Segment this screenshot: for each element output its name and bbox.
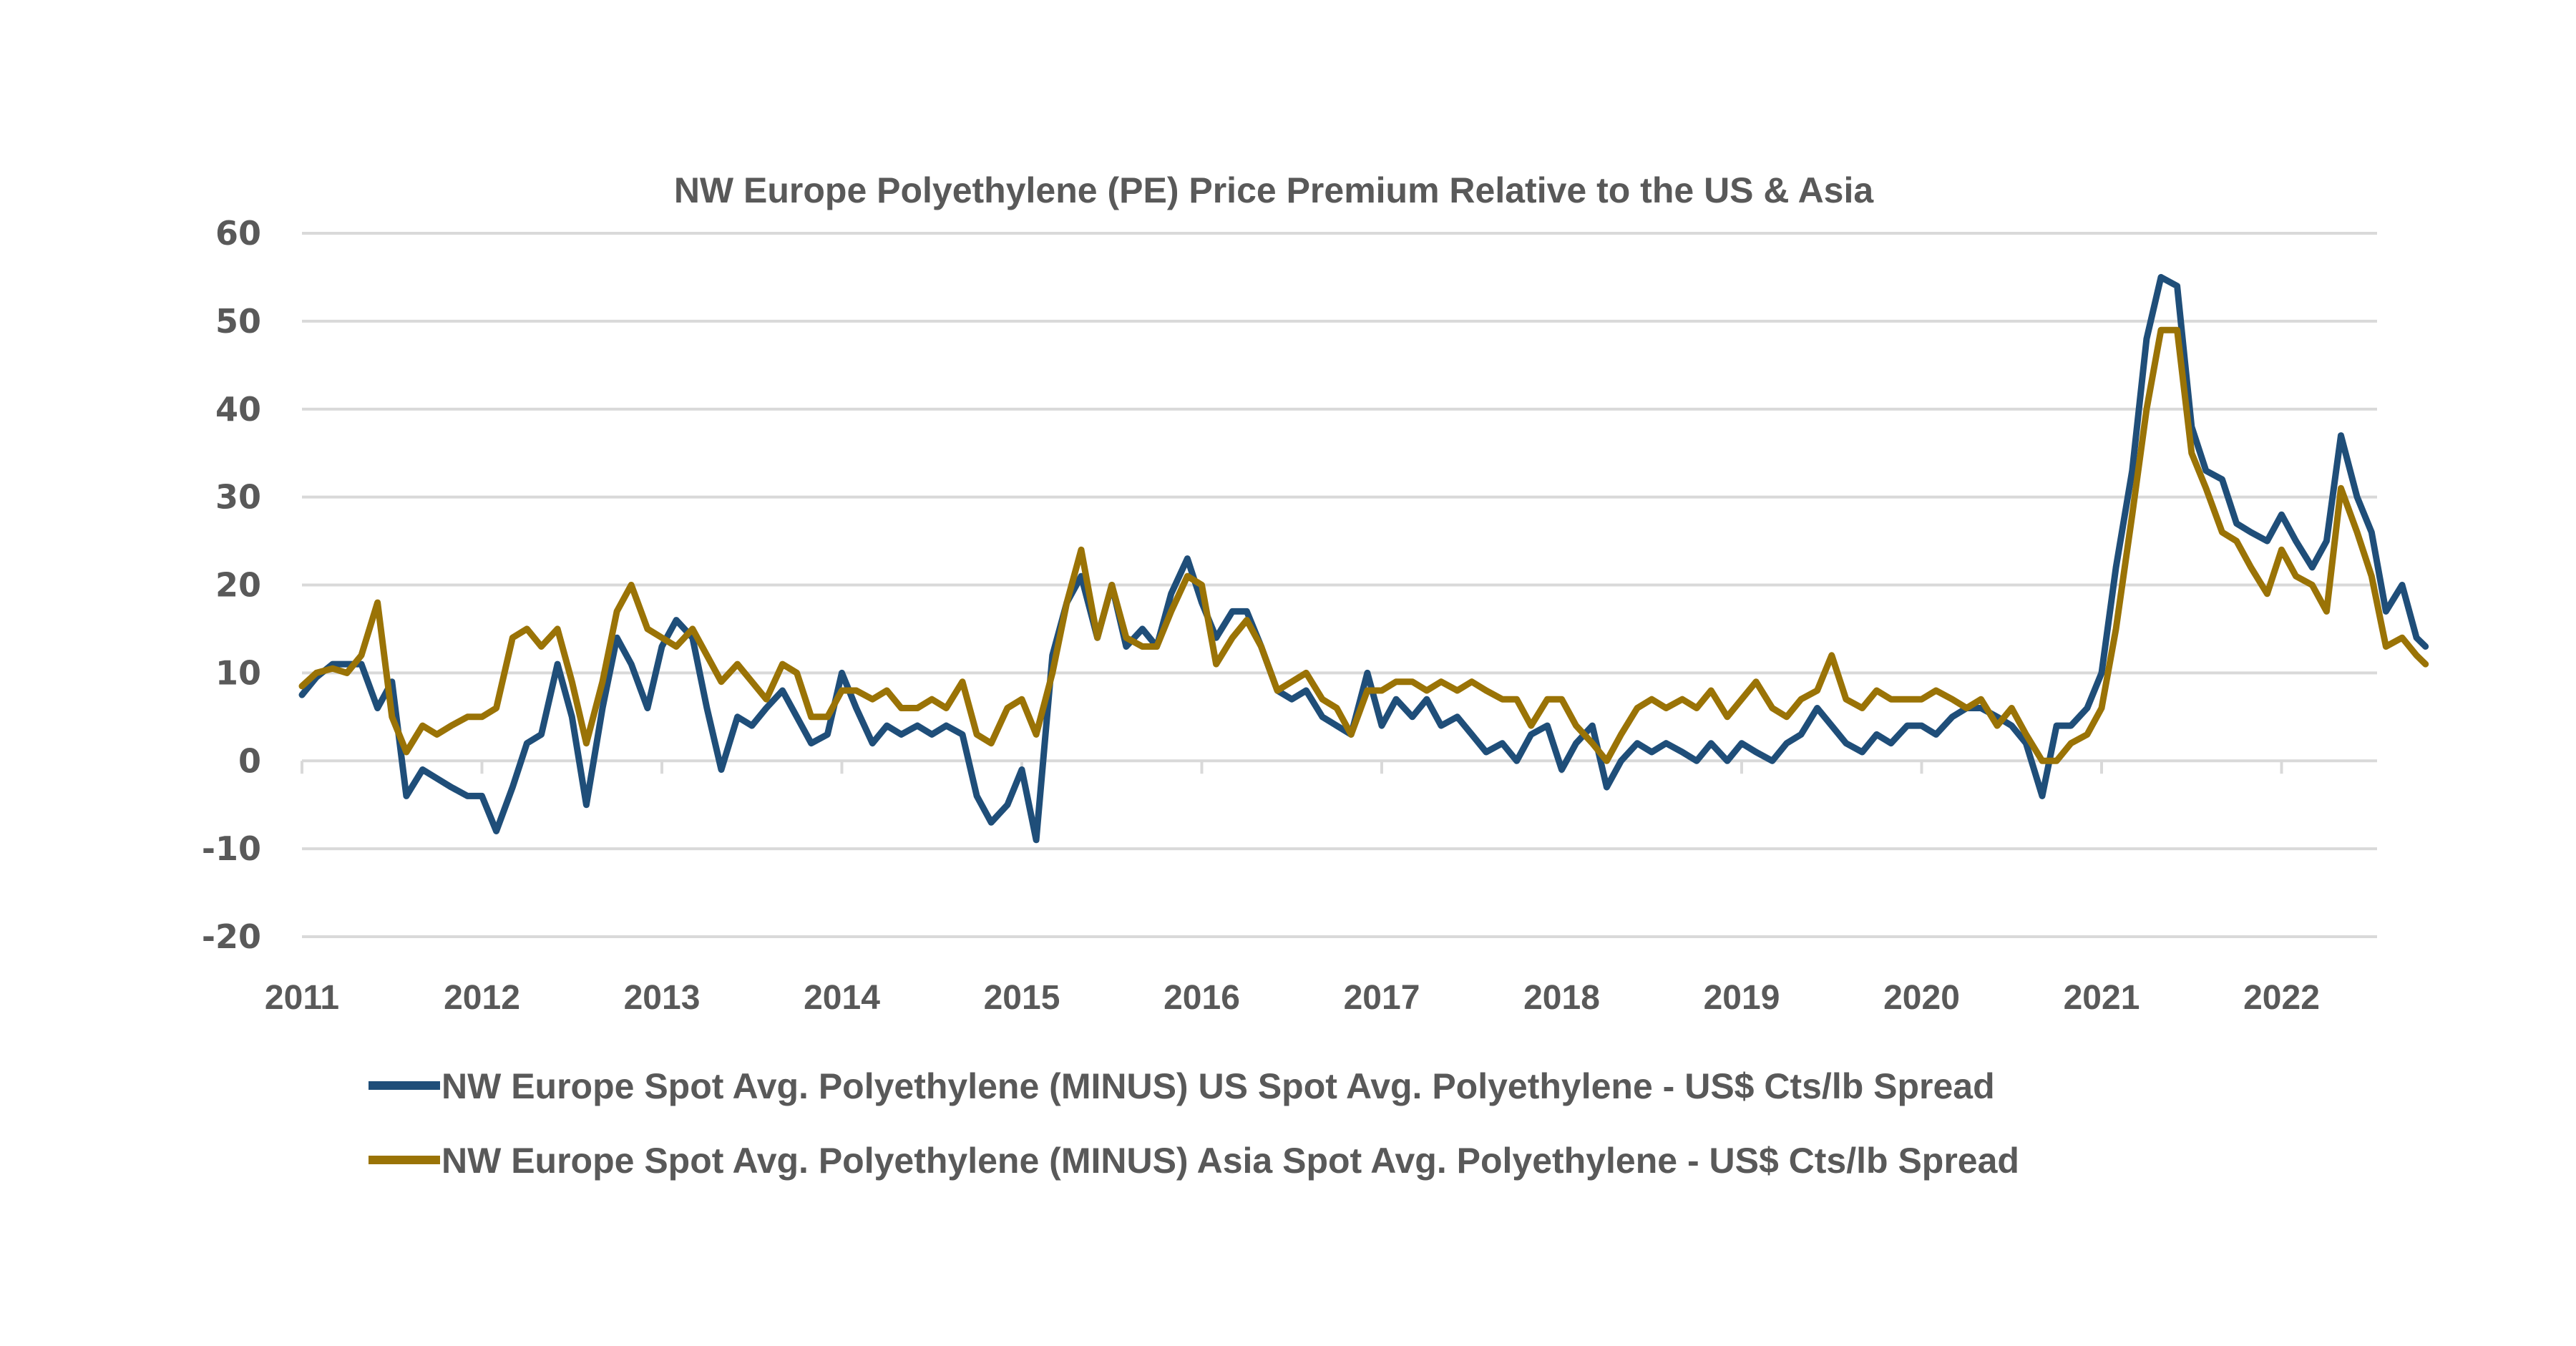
y-tick-label: 30 [215, 478, 261, 517]
legend-label-asia-spread: NW Europe Spot Avg. Polyethylene (MINUS)… [441, 1141, 2019, 1181]
chart-title: NW Europe Polyethylene (PE) Price Premiu… [674, 170, 1875, 210]
x-tick-label: 2014 [804, 979, 880, 1017]
x-tick-label: 2015 [984, 979, 1060, 1017]
series-lines [298, 273, 2429, 844]
x-tick-label: 2019 [1704, 979, 1780, 1017]
y-tick-label: 10 [215, 653, 261, 692]
x-tick-label: 2022 [2243, 979, 2320, 1017]
x-axis-ticks: 2011 2012 2013 2014 2015 2016 2017 2018 2019 2020… [265, 761, 2320, 1017]
x-tick-label: 2020 [1883, 979, 1960, 1017]
legend: NW Europe Spot Avg. Polyethylene (MINUS)… [369, 1066, 2019, 1181]
y-tick-label: -20 [202, 917, 261, 956]
gridlines [302, 232, 2377, 938]
x-tick-label: 2011 [265, 979, 339, 1017]
y-tick-label: 20 [215, 566, 261, 605]
x-tick-label: 2013 [624, 979, 701, 1017]
x-tick-label: 2021 [2064, 979, 2140, 1017]
series-line-asia-spread [298, 326, 2429, 764]
y-tick-label: 40 [215, 390, 261, 429]
x-tick-label: 2012 [444, 979, 520, 1017]
x-tick-label: 2017 [1344, 979, 1420, 1017]
y-tick-label: 60 [215, 214, 261, 253]
legend-label-us-spread: NW Europe Spot Avg. Polyethylene (MINUS)… [441, 1066, 1995, 1106]
legend-item-asia-spread: NW Europe Spot Avg. Polyethylene (MINUS)… [369, 1141, 2019, 1181]
series-line-us-spread [298, 273, 2429, 844]
x-tick-label: 2016 [1163, 979, 1240, 1017]
y-tick-label: 0 [238, 741, 261, 780]
x-tick-label: 2018 [1523, 979, 1600, 1017]
y-tick-label: 50 [215, 302, 261, 341]
y-tick-label: -10 [202, 829, 261, 868]
y-axis-ticks: 60 50 40 30 20 10 0 -10 -20 [202, 214, 261, 956]
legend-item-us-spread: NW Europe Spot Avg. Polyethylene (MINUS)… [369, 1066, 1995, 1106]
